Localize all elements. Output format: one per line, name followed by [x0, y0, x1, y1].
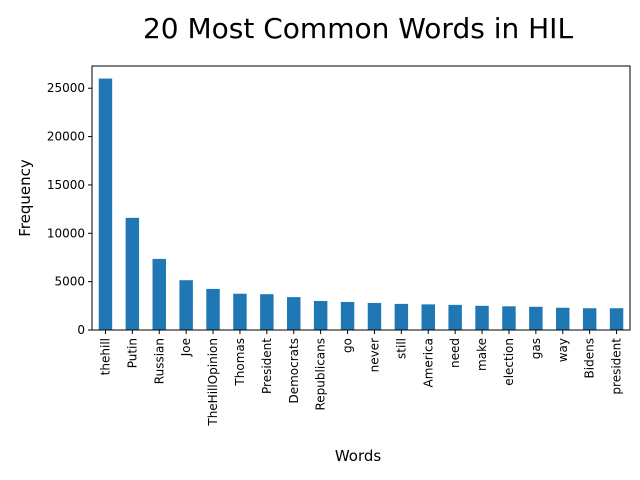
bar-Joe [179, 280, 193, 330]
bar-President [260, 294, 274, 330]
x-tick-label: Thomas [233, 338, 247, 387]
x-tick-label: Republicans [314, 338, 328, 411]
chart-title: 20 Most Common Words in HIL [143, 12, 573, 45]
x-tick-label: president [610, 338, 624, 395]
plot-area [98, 78, 624, 330]
bar-Bidens [582, 308, 597, 330]
x-tick-label: election [502, 338, 516, 386]
bar-Democrats [287, 297, 301, 330]
y-tick-label: 5000 [54, 275, 85, 289]
x-tick-label: need [448, 338, 462, 368]
bar-still [394, 303, 409, 330]
bar-Thomas [233, 293, 247, 330]
bar-TheHillOpinion [206, 288, 220, 330]
y-tick-label: 20000 [47, 130, 85, 144]
x-axis-label: Words [335, 447, 382, 465]
bar-president [609, 308, 624, 330]
y-tick-label: 0 [77, 323, 85, 337]
bar-never [367, 302, 382, 330]
bar-gas [529, 306, 543, 330]
x-tick-label: gas [529, 338, 543, 359]
bar-thehill [98, 78, 113, 330]
x-tick-label: thehill [98, 338, 112, 375]
x-tick-label: make [475, 338, 489, 371]
x-tick-label: Democrats [287, 338, 301, 404]
bar-go [340, 301, 355, 330]
y-tick-label: 15000 [47, 178, 85, 192]
bar-America [421, 304, 435, 330]
bar-make [475, 305, 489, 330]
x-tick-label: America [421, 338, 435, 388]
y-axis: 0 5000 10000 15000 20000 25000 [47, 81, 92, 337]
x-tick-label: go [341, 338, 355, 353]
x-tick-label: Russian [152, 338, 166, 384]
bar-Russian [152, 258, 166, 330]
bar-way [556, 307, 570, 330]
x-tick-label: Bidens [583, 338, 597, 378]
x-axis: thehill Putin Russian Joe TheHillOpinion Thom… [98, 330, 624, 427]
bar-election [502, 306, 516, 330]
plot-frame [91, 65, 631, 331]
x-tick-label: TheHillOpinion [206, 338, 220, 427]
x-tick-label: never [367, 338, 381, 372]
y-tick-label: 25000 [47, 81, 85, 95]
bar-need [448, 304, 462, 330]
x-tick-label: still [394, 338, 408, 359]
x-tick-label: way [556, 338, 570, 362]
x-tick-label: Joe [179, 338, 193, 357]
bar-Republicans [313, 300, 328, 330]
x-tick-label: President [260, 338, 274, 394]
x-tick-label: Putin [125, 338, 139, 368]
y-axis-label: Frequency [16, 159, 34, 237]
bar-Putin [125, 217, 140, 330]
y-tick-label: 10000 [47, 226, 85, 240]
